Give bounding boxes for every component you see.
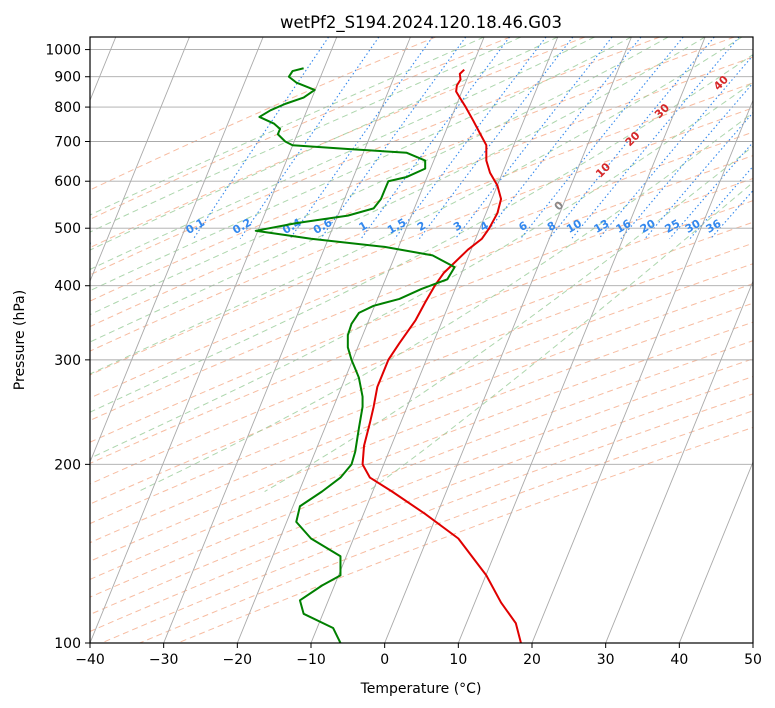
- x-tick-label: 10: [449, 652, 467, 668]
- dry-adiabat-line: [90, 283, 753, 544]
- y-tick-label: 300: [54, 353, 81, 369]
- dry-adiabat-line: [90, 200, 753, 464]
- y-tick-label: 700: [54, 134, 81, 150]
- dry-adiabat-line: [90, 155, 753, 421]
- plot-frame: [89, 36, 754, 644]
- mixing-ratio-line: [598, 54, 753, 240]
- dry-adiabat-line: [90, 340, 753, 598]
- y-axis-label: Pressure (hPa): [12, 290, 28, 390]
- x-tick-label: 30: [597, 652, 615, 668]
- y-tick-label: 600: [54, 174, 81, 190]
- mixing-ratio-line: [620, 82, 753, 240]
- dry-adiabat-line: [90, 131, 753, 399]
- y-tick-label: 400: [54, 279, 81, 295]
- moist-adiabat-line: [90, 37, 706, 343]
- moist-adiabat-line: [90, 53, 753, 413]
- y-tick-label: 1000: [45, 43, 81, 59]
- moist-adiabat-line: [90, 37, 632, 292]
- moist-adiabat-line: [90, 37, 522, 233]
- y-axis: 100 200 300 400 500 600 700 800 900 1000: [45, 43, 90, 652]
- moist-adiabat-line: [90, 37, 485, 216]
- dry-adiabat-line: [90, 37, 511, 220]
- dry-adiabat-line: [90, 263, 753, 525]
- dry-adiabat-line: [90, 221, 753, 485]
- isotherm-line: [90, 37, 338, 643]
- x-tick-label: 50: [744, 652, 762, 668]
- isotherm-line: [236, 37, 485, 643]
- y-tick-label: 900: [54, 70, 81, 86]
- x-tick-label: −10: [296, 652, 326, 668]
- isotherm-line: [457, 37, 706, 643]
- isotherm-line: [90, 37, 264, 464]
- chart-title: wetPf2_S194.2024.120.18.46.G03: [280, 13, 562, 33]
- dry-adiabat-line: [90, 37, 735, 302]
- mixing-ratio-line: [571, 37, 740, 240]
- mixing-ratio-line: [481, 37, 642, 240]
- moist-adiabat-line: [264, 145, 753, 492]
- isotherm-line: [310, 37, 559, 643]
- x-tick-label: 40: [670, 652, 688, 668]
- dry-adiabat-line: [90, 375, 753, 633]
- y-tick-label: 500: [54, 221, 81, 237]
- moist-adiabat-line: [367, 181, 753, 492]
- mixing-ratio-line: [644, 111, 753, 240]
- mixing-ratio-line: [520, 37, 684, 240]
- isotherm-line: [384, 37, 632, 643]
- dewpoint-profile-line: [254, 67, 456, 643]
- background-lines: [90, 37, 753, 643]
- x-tick-label: −30: [149, 652, 179, 668]
- x-tick-label: −40: [75, 652, 105, 668]
- x-axis: −40 −30 −20 −10 0 10 20 30 40 50: [75, 643, 762, 668]
- y-tick-label: 200: [54, 457, 81, 473]
- mixing-ratio-line: [239, 37, 380, 240]
- mixing-ratio-line: [710, 189, 753, 240]
- moist-adiabat-line: [90, 37, 743, 375]
- moist-adiabat-line: [138, 112, 753, 492]
- x-tick-label: −20: [223, 652, 253, 668]
- x-tick-label: 20: [523, 652, 541, 668]
- x-axis-label: Temperature (°C): [360, 681, 482, 697]
- dry-adiabat-line: [90, 321, 753, 580]
- dry-adiabat-line: [90, 56, 753, 328]
- mixing-ratio-line: [289, 37, 434, 240]
- mixing-ratio-line: [320, 37, 467, 240]
- isotherm-line: [678, 460, 753, 643]
- dry-adiabat-line: [90, 177, 753, 443]
- dry-adiabat-line: [101, 393, 753, 643]
- temperature-profile-line: [361, 68, 522, 643]
- mixing-ratio-line: [689, 165, 753, 240]
- mixing-ratio-line: [455, 37, 613, 240]
- y-tick-label: 800: [54, 100, 81, 116]
- profiles: [254, 67, 522, 643]
- moist-adiabat-line: [90, 37, 558, 251]
- isotherm-line: [163, 37, 411, 643]
- plot-background: [90, 37, 753, 643]
- moist-adiabat-line: [90, 37, 669, 316]
- isotherm-line: [531, 99, 753, 643]
- isotherm-line: [90, 37, 190, 283]
- mixing-ratio-line: [548, 37, 715, 240]
- y-tick-label: 100: [54, 636, 81, 652]
- moist-adiabat-line: [90, 81, 753, 459]
- isotherm-line: [752, 641, 753, 643]
- isotherm-line: [605, 280, 753, 643]
- mixing-ratio-line: [360, 37, 511, 240]
- x-tick-label: 0: [380, 652, 389, 668]
